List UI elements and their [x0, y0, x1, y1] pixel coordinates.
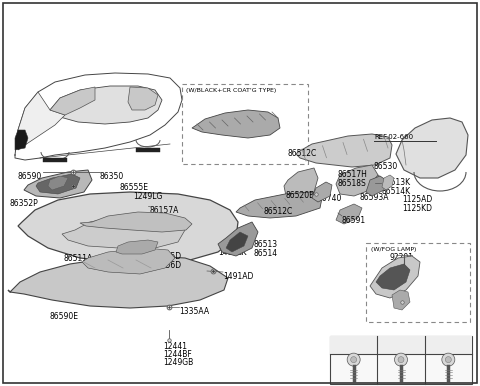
Circle shape [395, 353, 408, 366]
Text: 1125AD: 1125AD [402, 195, 432, 204]
Polygon shape [392, 290, 410, 310]
Polygon shape [43, 158, 67, 162]
Text: 86512C: 86512C [288, 149, 317, 158]
Polygon shape [15, 130, 28, 150]
Polygon shape [236, 192, 322, 218]
Text: 86555D: 86555D [152, 252, 182, 261]
Text: 1244BF: 1244BF [163, 350, 192, 359]
Polygon shape [18, 92, 65, 150]
Bar [330, 336, 472, 354]
Polygon shape [8, 256, 228, 308]
Text: 86591: 86591 [342, 216, 366, 225]
Text: 86352P: 86352P [10, 199, 39, 208]
Text: 86590: 86590 [18, 172, 42, 181]
Polygon shape [48, 176, 68, 190]
Polygon shape [284, 168, 318, 200]
Polygon shape [336, 204, 362, 224]
Polygon shape [50, 86, 162, 124]
Text: 86513: 86513 [254, 240, 278, 249]
Bar [330, 336, 472, 384]
Bar [366, 243, 470, 322]
Polygon shape [336, 165, 378, 196]
Polygon shape [192, 110, 280, 138]
Polygon shape [296, 134, 392, 167]
Text: 86555E: 86555E [120, 183, 149, 192]
Circle shape [351, 357, 357, 362]
Bar [182, 84, 308, 164]
Circle shape [445, 357, 451, 362]
Text: 1249NF: 1249NF [387, 342, 415, 348]
Text: 86350: 86350 [100, 172, 124, 181]
Text: 86530: 86530 [374, 162, 398, 171]
Polygon shape [80, 212, 192, 232]
Text: (W/FOG LAMP): (W/FOG LAMP) [371, 247, 416, 252]
Text: 1249BE: 1249BE [340, 342, 367, 348]
Text: 90740: 90740 [317, 194, 341, 203]
Text: 86520B: 86520B [285, 191, 314, 200]
Text: 86514: 86514 [254, 249, 278, 258]
Text: 86593A: 86593A [360, 193, 389, 202]
Text: 86556D: 86556D [152, 261, 182, 270]
Polygon shape [218, 222, 258, 256]
Text: REF.02-660: REF.02-660 [374, 134, 413, 140]
Text: 86517H: 86517H [338, 170, 368, 179]
Text: 92202: 92202 [389, 262, 413, 271]
Text: 18647: 18647 [382, 280, 406, 289]
Polygon shape [62, 216, 185, 248]
Text: 86518S: 86518S [338, 179, 367, 188]
Text: 86514K: 86514K [381, 187, 410, 196]
Text: 1125KD: 1125KD [402, 204, 432, 213]
Polygon shape [18, 192, 238, 264]
Polygon shape [372, 175, 382, 186]
Text: 86512C: 86512C [264, 207, 293, 216]
Polygon shape [36, 174, 80, 194]
Text: 86590E: 86590E [50, 312, 79, 321]
Text: 86157A: 86157A [150, 206, 180, 215]
Circle shape [347, 353, 360, 366]
Text: 1249LG: 1249LG [133, 192, 162, 201]
Polygon shape [116, 240, 158, 254]
Text: 86513K: 86513K [381, 178, 410, 187]
Polygon shape [396, 118, 468, 178]
Text: 12441: 12441 [163, 342, 187, 351]
Polygon shape [128, 87, 158, 110]
Text: 1416LK: 1416LK [218, 248, 247, 257]
Polygon shape [24, 170, 92, 198]
Polygon shape [370, 256, 420, 298]
Polygon shape [376, 264, 410, 290]
Circle shape [398, 357, 404, 362]
Polygon shape [226, 232, 248, 252]
Text: 1491AD: 1491AD [223, 272, 253, 281]
Polygon shape [50, 87, 95, 115]
Text: 92201: 92201 [389, 253, 413, 262]
Circle shape [442, 353, 455, 366]
Text: (W/BLACK+CR COAT'G TYPE): (W/BLACK+CR COAT'G TYPE) [186, 88, 276, 93]
Polygon shape [366, 176, 386, 196]
Polygon shape [382, 175, 394, 190]
Text: 1249GB: 1249GB [163, 358, 193, 367]
Polygon shape [312, 182, 332, 202]
Polygon shape [136, 148, 160, 152]
Text: 1335AA: 1335AA [179, 307, 209, 316]
Text: 1249NL: 1249NL [435, 342, 462, 348]
Text: 86511A: 86511A [64, 254, 93, 263]
Polygon shape [82, 248, 175, 274]
